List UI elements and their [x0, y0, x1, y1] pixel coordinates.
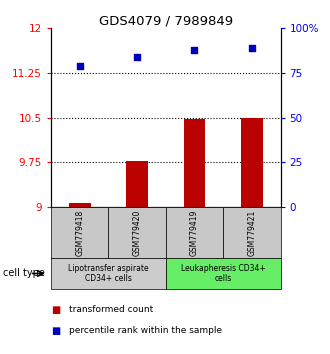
Text: percentile rank within the sample: percentile rank within the sample [69, 326, 222, 336]
Text: GSM779420: GSM779420 [133, 210, 142, 256]
Bar [126, 161, 148, 207]
Text: transformed count: transformed count [69, 305, 153, 314]
Title: GDS4079 / 7989849: GDS4079 / 7989849 [99, 14, 233, 27]
Text: ■: ■ [51, 326, 60, 336]
Bar [69, 203, 91, 207]
Text: cell type: cell type [3, 268, 45, 279]
Point [192, 47, 197, 53]
Text: Lipotransfer aspirate
CD34+ cells: Lipotransfer aspirate CD34+ cells [68, 264, 149, 283]
Text: GSM779421: GSM779421 [247, 210, 256, 256]
Text: GSM779419: GSM779419 [190, 210, 199, 256]
Point [135, 54, 140, 60]
Text: Leukapheresis CD34+
cells: Leukapheresis CD34+ cells [181, 264, 266, 283]
Bar [183, 120, 205, 207]
Text: GSM779418: GSM779418 [75, 210, 84, 256]
Text: ■: ■ [51, 305, 60, 315]
Point [77, 63, 82, 69]
Bar [241, 118, 263, 207]
Point [249, 45, 254, 51]
